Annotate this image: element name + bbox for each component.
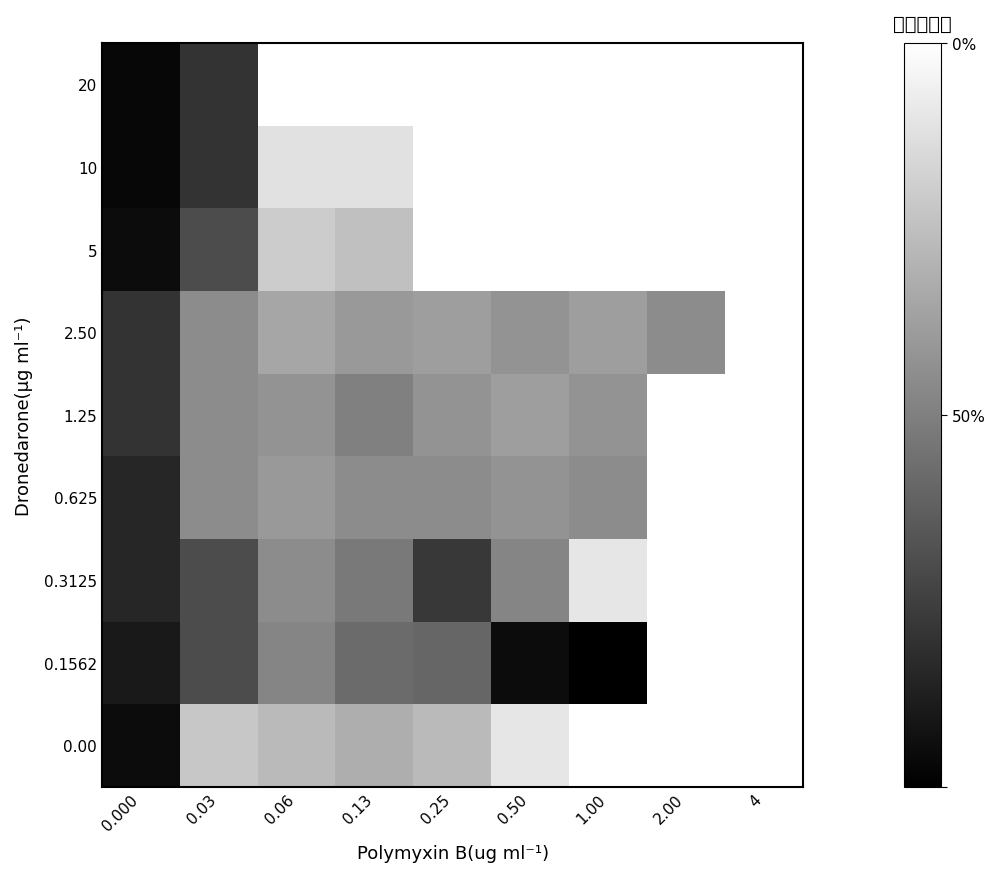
Title: 抑制百分比: 抑制百分比 — [893, 15, 952, 34]
X-axis label: Polymyxin B(ug ml⁻¹): Polymyxin B(ug ml⁻¹) — [357, 844, 549, 862]
Y-axis label: Dronedarone(μg ml⁻¹): Dronedarone(μg ml⁻¹) — [15, 316, 33, 515]
